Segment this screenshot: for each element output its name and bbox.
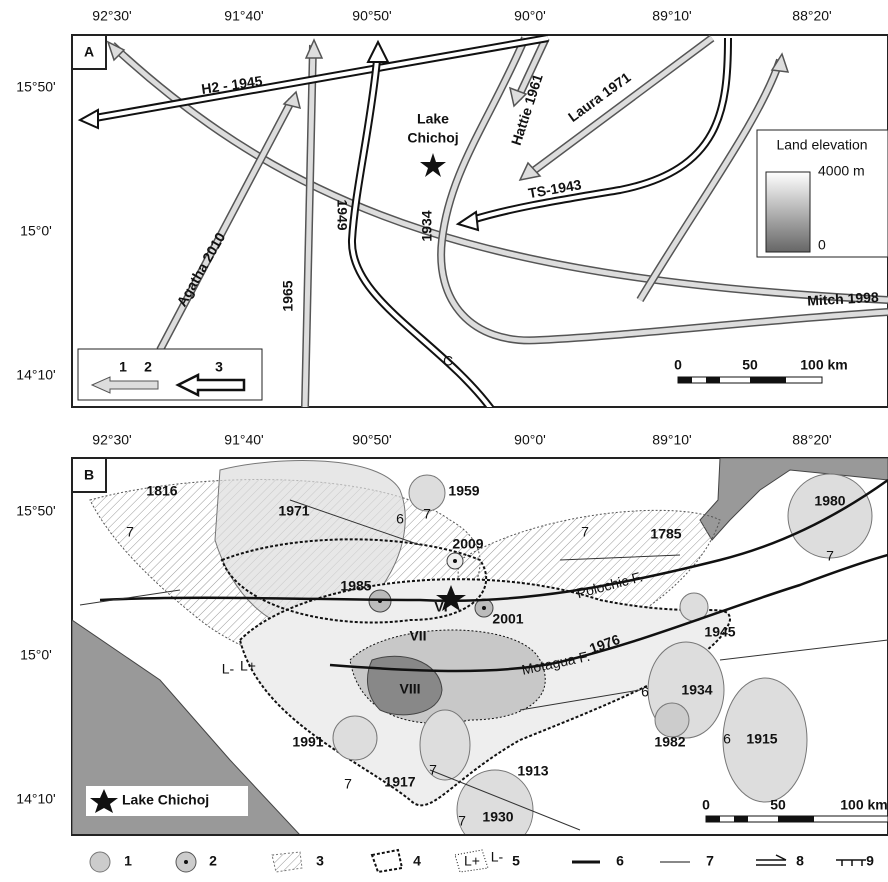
scale-bar — [678, 377, 822, 383]
event-year: 1971 — [278, 503, 309, 519]
legend-label: 8 — [796, 853, 804, 869]
event-year: 1917 — [384, 774, 415, 790]
lon-tick-label: 90°0' — [514, 8, 546, 24]
legend-label: 1 — [124, 853, 132, 869]
lon-tick-label: 90°50' — [352, 8, 391, 24]
legend-polarity: L+ — [464, 853, 480, 869]
lon-tick-label: 89°10' — [652, 8, 691, 24]
lon-tick-label: 91°40' — [224, 8, 263, 24]
lon-tick-label: 89°10' — [652, 432, 691, 448]
figure: A 92°30' 91°40' 90°50' 90°0' 89°10' 88°20' 15°5… — [0, 0, 888, 882]
event-1917 — [420, 710, 470, 780]
lon-tick-label: 91°40' — [224, 432, 263, 448]
event-1991 — [333, 716, 377, 760]
isoseismal-value: 7 — [344, 776, 352, 792]
lat-tick-label: 15°0' — [20, 223, 52, 239]
event-year: 1985 — [340, 578, 371, 594]
scale-label: 100 km — [840, 797, 887, 813]
lon-tick-label: 88°20' — [792, 8, 831, 24]
isoseismal-value: 6 — [641, 684, 649, 700]
legend-label: 3 — [316, 853, 324, 869]
lat-tick-label: 14°10' — [16, 367, 55, 383]
elevation-legend-bottom: 0 — [818, 237, 826, 253]
lon-tick-label: 90°0' — [514, 432, 546, 448]
event-year: 1980 — [814, 493, 845, 509]
track-label: 1949 — [334, 199, 350, 230]
scale-label: 0 — [702, 797, 710, 813]
isoseismal-value: 7 — [581, 524, 589, 540]
legend-label: 2 — [144, 359, 152, 375]
track-label: 1965 — [280, 280, 296, 311]
event-year: 2001 — [492, 611, 523, 627]
event-year: 1913 — [517, 763, 548, 779]
legend-box — [78, 349, 262, 400]
lon-tick-label: 92°30' — [92, 8, 131, 24]
lake-legend-label: Lake Chichoj — [122, 792, 209, 808]
event-year: 1945 — [704, 624, 735, 640]
event-year: 2009 — [452, 536, 483, 552]
legend-label: 3 — [215, 359, 223, 375]
scale-label: 100 km — [800, 357, 847, 373]
legend-label: 9 — [866, 853, 874, 869]
panel-label: A — [84, 44, 94, 60]
isoseismal-value: 7 — [423, 506, 431, 522]
intensity-label: VII — [409, 628, 426, 644]
panel-b: B 92°30' 91°40' 90°50' 90°0' 89°10' 88°20' 15°5… — [16, 432, 888, 872]
isoseismal-value: 6 — [396, 511, 404, 527]
panel-a: A 92°30' 91°40' 90°50' 90°0' 89°10' 88°20' 15°5… — [16, 8, 888, 410]
legend-label: 5 — [512, 853, 520, 869]
track-end-label: C — [443, 353, 453, 369]
legend-label: 6 — [616, 853, 624, 869]
isoseismal-value: 7 — [826, 548, 834, 564]
lon-tick-label: 90°50' — [352, 432, 391, 448]
elevation-ramp — [766, 172, 810, 252]
lon-tick-label: 92°30' — [92, 432, 131, 448]
event-year: 1816 — [146, 483, 177, 499]
isoseismal-value: 7 — [126, 524, 134, 540]
lat-tick-label: 15°0' — [20, 647, 52, 663]
scale-bar — [706, 816, 888, 822]
intensity-label: VI — [434, 599, 447, 615]
elevation-legend-title: Land elevation — [776, 137, 867, 153]
event-year: 1785 — [650, 526, 681, 542]
legend-label: 1 — [119, 359, 127, 375]
elevation-legend-top: 4000 m — [818, 163, 865, 179]
isoseismal-value: 6 — [723, 731, 731, 747]
dot — [453, 559, 457, 563]
isoseismal-value: 7 — [429, 762, 437, 778]
lon-tick-label: 88°20' — [792, 432, 831, 448]
scale-label: 50 — [770, 797, 786, 813]
legend-label: 4 — [413, 853, 421, 869]
intensity-label: VIII — [399, 681, 420, 697]
dot — [482, 606, 486, 610]
lake-label: Lake — [417, 111, 449, 127]
event-year: 1934 — [681, 682, 712, 698]
event-year: 1991 — [292, 734, 323, 750]
event-year: 1982 — [654, 734, 685, 750]
event-year: 1915 — [746, 731, 777, 747]
event-year: 1930 — [482, 809, 513, 825]
polarity-label: L+ — [240, 658, 256, 674]
legend-label: 2 — [209, 853, 217, 869]
event-year: 1959 — [448, 483, 479, 499]
legend-polarity: L- — [491, 849, 504, 865]
scale-label: 0 — [674, 357, 682, 373]
event-1982 — [655, 703, 689, 737]
polarity-label: L- — [222, 661, 235, 677]
scale-label: 50 — [742, 357, 758, 373]
lake-label: Chichoj — [407, 130, 458, 146]
panel-label: B — [84, 467, 94, 483]
track-label: 1934 — [419, 210, 435, 241]
legend-label: 7 — [706, 853, 714, 869]
lat-tick-label: 14°10' — [16, 791, 55, 807]
lat-tick-label: 15°50' — [16, 79, 55, 95]
isoseismal-value: 7 — [458, 813, 466, 829]
lat-tick-label: 15°50' — [16, 503, 55, 519]
